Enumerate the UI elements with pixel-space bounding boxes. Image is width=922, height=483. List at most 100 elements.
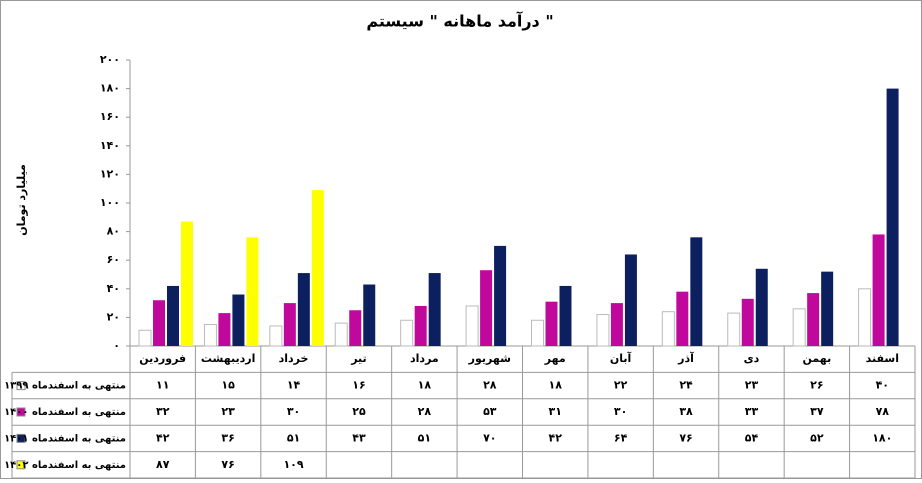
bar <box>203 324 217 347</box>
legend-swatch <box>16 407 26 417</box>
y-tick-label: ۱۲۰ <box>100 167 120 180</box>
bar <box>153 300 165 346</box>
data-label: ۴۲ <box>548 431 562 444</box>
y-tick-label: ۴۰ <box>107 282 120 295</box>
data-label: ۱۱ <box>156 379 169 392</box>
data-label: ۷۶ <box>221 458 234 471</box>
bar <box>792 308 806 347</box>
legend-label: منتهی به اسفندماه ۱۴۰۲ <box>4 460 126 471</box>
data-label: ۱۴ <box>287 379 301 392</box>
data-label: ۳۲ <box>156 405 170 418</box>
bar <box>494 245 507 346</box>
x-tick-label: آذر <box>677 351 694 365</box>
legend-swatch <box>16 460 26 470</box>
bar <box>349 310 362 346</box>
bar <box>727 312 741 347</box>
bar <box>218 313 231 346</box>
x-tick-label: اسفند <box>866 352 899 365</box>
bar <box>269 325 283 347</box>
data-label: ۲۳ <box>745 379 759 392</box>
data-label: ۸۷ <box>156 458 170 471</box>
data-label: ۱۵ <box>221 379 235 392</box>
bar <box>690 237 703 346</box>
x-tick-label: اردیبهشت <box>201 352 255 365</box>
data-label: ۱۰۹ <box>283 458 303 471</box>
y-tick-label: ۲۰ <box>107 310 120 323</box>
y-tick-label: ۰ <box>113 339 120 352</box>
bar <box>676 291 689 346</box>
x-tick-label: مرداد <box>410 352 439 365</box>
data-label: ۴۰ <box>876 379 889 392</box>
bar <box>545 301 558 346</box>
bar <box>807 293 820 346</box>
y-tick-label: ۱۶۰ <box>100 110 120 123</box>
bar <box>821 271 834 346</box>
y-axis-label: میلیارد تومان <box>15 164 28 236</box>
data-label: ۵۳ <box>483 405 497 418</box>
x-tick-label: آبان <box>610 351 632 365</box>
data-label: ۳۱ <box>548 405 561 418</box>
bar <box>858 288 872 347</box>
data-label: ۲۳ <box>221 405 235 418</box>
data-label: ۷۰ <box>483 431 496 444</box>
legend-label: منتهی به اسفندماه ۱۴۰۰ <box>4 407 126 418</box>
x-tick-label: مهر <box>544 352 566 365</box>
data-label: ۷۸ <box>876 405 890 418</box>
data-label: ۴۳ <box>352 431 366 444</box>
bar <box>596 314 610 347</box>
data-label: ۳۰ <box>287 405 300 418</box>
data-label: ۳۰ <box>614 405 627 418</box>
data-label: ۳۸ <box>679 405 693 418</box>
data-label: ۲۶ <box>810 379 823 392</box>
data-label: ۲۴ <box>679 379 693 392</box>
data-label: ۲۵ <box>352 405 366 418</box>
bar <box>246 237 259 346</box>
bar <box>872 234 885 346</box>
y-tick-label: ۶۰ <box>107 253 120 266</box>
chart-title: درآمد ماهانه " سیستم " <box>366 11 553 31</box>
data-label: ۵۲ <box>810 431 824 444</box>
bar <box>400 319 414 347</box>
bar <box>181 221 193 346</box>
data-label: ۲۲ <box>614 379 628 392</box>
data-label: ۷۶ <box>679 431 692 444</box>
bar <box>414 305 427 346</box>
data-label: ۳۳ <box>745 405 759 418</box>
bar <box>167 285 179 346</box>
y-tick-label: ۲۰۰ <box>100 53 120 66</box>
x-tick-label: تیر <box>350 352 366 365</box>
data-label: ۱۸ <box>548 379 562 392</box>
bar <box>334 322 348 347</box>
data-label: ۲۸ <box>418 405 432 418</box>
bar <box>232 294 245 346</box>
data-label: ۱۶ <box>352 379 365 392</box>
bar <box>755 268 768 346</box>
data-label: ۵۱ <box>287 431 300 444</box>
bar <box>363 284 376 346</box>
legend-swatch <box>16 381 26 391</box>
y-tick-label: ۱۰۰ <box>100 196 120 209</box>
data-label: ۳۶ <box>221 431 234 444</box>
x-tick-label: بهمن <box>803 352 832 365</box>
bar <box>465 305 479 347</box>
data-label: ۵۴ <box>745 431 759 444</box>
y-tick-label: ۸۰ <box>107 225 120 238</box>
data-label: ۲۸ <box>483 379 497 392</box>
bar <box>624 254 637 346</box>
legend-label: منتهی به اسفندماه ۱۳۹۹ <box>4 381 126 392</box>
data-label: ۱۸۰ <box>872 431 892 444</box>
bar <box>559 285 572 346</box>
bar <box>480 270 493 346</box>
x-tick-label: خرداد <box>279 352 309 365</box>
x-tick-label: دی <box>744 352 760 365</box>
data-label: ۴۲ <box>156 431 170 444</box>
bar <box>741 298 754 346</box>
x-tick-label: شهریور <box>468 352 511 365</box>
bar <box>610 303 623 346</box>
data-label: ۳۷ <box>810 405 824 418</box>
bar <box>283 303 296 346</box>
legend-swatch <box>16 433 26 443</box>
bar <box>428 273 441 346</box>
data-label: ۱۸ <box>418 379 432 392</box>
